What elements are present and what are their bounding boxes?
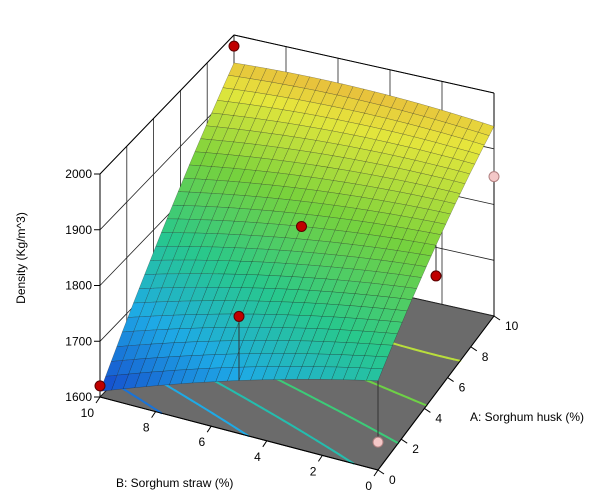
- b-axis-title: B: Sorghum straw (%): [116, 476, 233, 490]
- b-axis-line: [99, 396, 379, 471]
- b-tick-label: 4: [254, 450, 261, 464]
- surface-facet: [366, 368, 384, 382]
- a-tick-label: 0: [389, 473, 396, 487]
- a-tick-mark: [424, 407, 431, 413]
- b-tick-label: 10: [81, 406, 95, 420]
- design-point: [430, 270, 442, 282]
- design-point: [233, 310, 245, 322]
- response-surface: [99, 62, 495, 392]
- design-point: [296, 220, 307, 232]
- b-tick-mark: [151, 411, 157, 418]
- z-tick-label: 2000: [65, 167, 92, 181]
- design-point: [94, 380, 106, 392]
- b-tick-mark: [317, 455, 323, 462]
- a-tick-label: 4: [435, 411, 442, 425]
- a-tick-label: 10: [505, 319, 519, 333]
- design-point: [228, 40, 240, 52]
- top-back-edge: [99, 34, 235, 175]
- z-axis-title: Density (Kg/m^3): [14, 212, 28, 304]
- b-tick-label: 2: [310, 464, 317, 478]
- a-axis-line: [377, 315, 495, 471]
- tick-labels: 1600 1700 1800 1900 2000 0 2 4 6 8 10 0 2 4 6 8 10: [65, 167, 518, 493]
- design-point: [372, 436, 384, 448]
- top-side-edge: [233, 34, 495, 94]
- a-tick-mark: [470, 346, 478, 352]
- axes-frame: [99, 34, 495, 471]
- a-tick-label: 6: [459, 381, 466, 395]
- b-tick-label: 8: [143, 421, 150, 435]
- b-tick-mark: [95, 396, 101, 404]
- b-tick-mark: [206, 425, 212, 433]
- b-tick-mark: [373, 469, 379, 477]
- z-tick-label: 1800: [65, 279, 92, 293]
- b-tick-mark: [262, 440, 268, 448]
- a-tick-mark: [377, 469, 385, 475]
- a-tick-mark: [400, 438, 408, 444]
- points-above-surface: [94, 40, 442, 392]
- b-tick-label: 0: [365, 479, 372, 493]
- z-tick-label: 1600: [65, 390, 92, 404]
- a-tick-label: 2: [412, 442, 419, 456]
- design-point: [488, 171, 500, 183]
- a-tick-mark: [447, 377, 454, 383]
- a-tick-label: 8: [482, 350, 489, 364]
- z-tick-label: 1900: [65, 223, 92, 237]
- z-tick-label: 1700: [65, 334, 92, 348]
- a-axis-title: A: Sorghum husk (%): [470, 410, 584, 424]
- b-tick-label: 6: [199, 435, 206, 449]
- a-tick-mark: [493, 315, 501, 321]
